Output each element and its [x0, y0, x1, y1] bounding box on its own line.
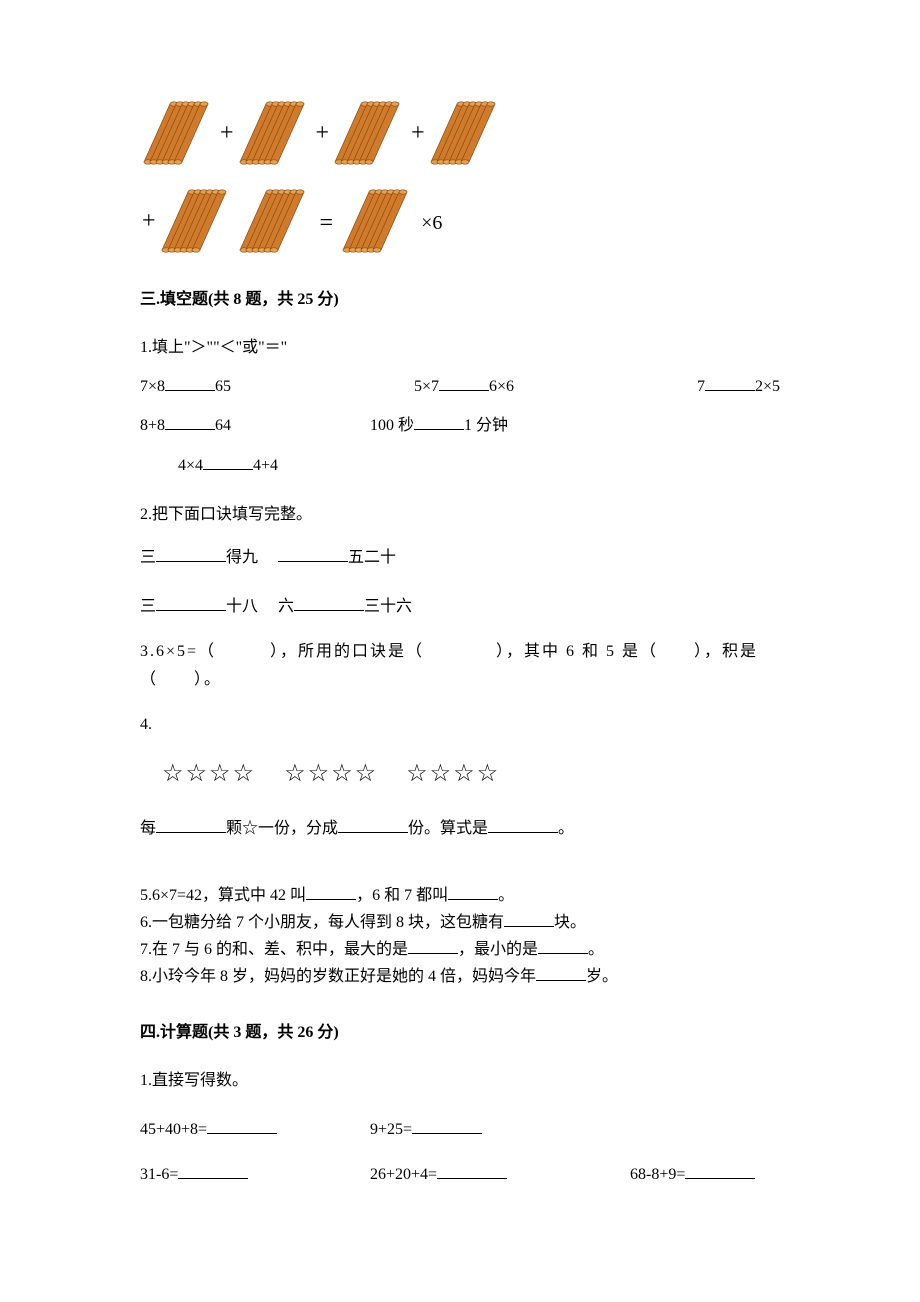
fill-blank[interactable]	[705, 375, 755, 391]
calc-item: 31-6=	[140, 1157, 370, 1192]
stick-bundle-icon	[341, 188, 415, 258]
q3-1-prompt: 1.填上"＞""＜"或"＝"	[140, 330, 780, 365]
star-group: ☆☆☆☆	[406, 748, 500, 801]
plus-icon: +	[142, 203, 156, 239]
compare-item: 100 秒1 分钟	[370, 408, 508, 443]
fill-blank[interactable]	[203, 454, 253, 470]
calc-row-2: 31-6= 26+20+4= 68-8+9=	[140, 1157, 780, 1192]
fill-blank[interactable]	[504, 911, 554, 927]
fill-blank[interactable]	[306, 884, 356, 900]
q3-5to8: 5.6×7=42，算式中 42 叫，6 和 7 都叫。 6.一包糖分给 7 个小…	[140, 882, 780, 991]
q3-6: 6.一包糖分给 7 个小朋友，每人得到 8 块，这包糖有块。	[140, 909, 780, 936]
q3-5: 5.6×7=42，算式中 42 叫，6 和 7 都叫。	[140, 882, 780, 909]
stars-row: ☆☆☆☆ ☆☆☆☆ ☆☆☆☆	[162, 748, 780, 801]
fill-blank[interactable]	[439, 375, 489, 391]
calc-row-1: 45+40+8= 9+25=	[140, 1112, 780, 1147]
fill-blank[interactable]	[412, 1118, 482, 1134]
q4-1: 1.直接写得数。 45+40+8= 9+25= 31-6= 26+20+4= 6…	[140, 1063, 780, 1193]
star-group: ☆☆☆☆	[284, 748, 378, 801]
fill-blank[interactable]	[448, 884, 498, 900]
fill-blank[interactable]	[414, 414, 464, 430]
stick-bundle-icon	[429, 100, 503, 170]
fill-blank[interactable]	[294, 595, 364, 611]
compare-row-3: 4×44+4	[178, 448, 780, 483]
compare-row-1: 7×865 5×76×6 72×5	[140, 369, 780, 404]
section-3-header: 三.填空题(共 8 题，共 25 分)	[140, 288, 780, 312]
fill-blank[interactable]	[178, 1163, 248, 1179]
fill-blank[interactable]	[685, 1163, 755, 1179]
compare-item: 72×5	[697, 369, 780, 404]
q3-2-line1: 三得九 五二十	[140, 540, 780, 575]
stick-bundle-icon	[142, 100, 216, 170]
stick-bundle-icon	[333, 100, 407, 170]
star-group: ☆☆☆☆	[162, 748, 256, 801]
q4-1-prompt: 1.直接写得数。	[140, 1063, 780, 1098]
q3-4-line: 每颗☆一份，分成份。算式是。	[140, 811, 780, 846]
q3-2-line2: 三十八 六三十六	[140, 589, 780, 624]
q3-4: 4. ☆☆☆☆ ☆☆☆☆ ☆☆☆☆ 每颗☆一份，分成份。算式是。	[140, 707, 780, 846]
fill-blank[interactable]	[488, 817, 558, 833]
plus-icon: +	[411, 115, 425, 151]
page: + + + + = ×6 三.填空题(共 8 题，共 25 分) 1.填上"＞"…	[0, 0, 920, 1266]
fill-blank[interactable]	[536, 965, 586, 981]
compare-row-2: 8+864 100 秒1 分钟	[140, 408, 780, 443]
compare-item: 7×865	[140, 369, 231, 404]
fill-blank[interactable]	[338, 817, 408, 833]
times-6-label: ×6	[421, 208, 442, 238]
fill-blank[interactable]	[156, 546, 226, 562]
sticks-diagram: + + + + = ×6	[140, 100, 780, 258]
stick-bundle-icon	[238, 188, 312, 258]
compare-item: 8+864	[140, 408, 370, 443]
plus-icon: +	[316, 115, 330, 151]
fill-blank[interactable]	[207, 1118, 277, 1134]
q3-2: 2.把下面口诀填写完整。 三得九 五二十 三十八 六三十六	[140, 497, 780, 625]
q3-8: 8.小玲今年 8 岁，妈妈的岁数正好是她的 4 倍，妈妈今年岁。	[140, 963, 780, 990]
calc-item: 9+25=	[370, 1112, 630, 1147]
calc-item: 68-8+9=	[630, 1157, 755, 1192]
fill-blank[interactable]	[165, 375, 215, 391]
calc-item: 26+20+4=	[370, 1157, 630, 1192]
compare-item: 5×76×6	[414, 369, 514, 404]
sticks-row-1: + + +	[140, 100, 780, 170]
q3-3: 3.6×5=（ ），所用的口诀是（ ），其中 6 和 5 是（ ），积是（ ）。	[140, 638, 780, 692]
q3-4-label: 4.	[140, 716, 152, 733]
fill-blank[interactable]	[156, 817, 226, 833]
fill-blank[interactable]	[408, 938, 458, 954]
fill-blank[interactable]	[538, 938, 588, 954]
q3-2-prompt: 2.把下面口诀填写完整。	[140, 497, 780, 532]
plus-icon: +	[220, 115, 234, 151]
sticks-row-2: + = ×6	[140, 188, 780, 258]
stick-bundle-icon	[238, 100, 312, 170]
fill-blank[interactable]	[156, 595, 226, 611]
fill-blank[interactable]	[165, 414, 215, 430]
section-4-header: 四.计算题(共 3 题，共 26 分)	[140, 1021, 780, 1045]
q3-7: 7.在 7 与 6 的和、差、积中，最大的是，最小的是。	[140, 936, 780, 963]
q3-1: 1.填上"＞""＜"或"＝" 7×865 5×76×6 72×5 8+864 1…	[140, 330, 780, 483]
fill-blank[interactable]	[278, 546, 348, 562]
equals-icon: =	[320, 205, 334, 241]
fill-blank[interactable]	[437, 1163, 507, 1179]
stick-bundle-icon	[160, 188, 234, 258]
calc-item: 45+40+8=	[140, 1112, 370, 1147]
